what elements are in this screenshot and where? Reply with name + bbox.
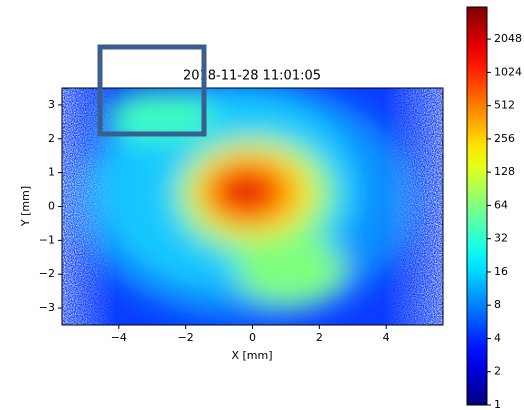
colorbar-tick-label: 1 bbox=[494, 398, 501, 410]
y-tick-label: −1 bbox=[39, 233, 55, 246]
y-tick-label: 0 bbox=[48, 200, 55, 213]
selection-box bbox=[97, 44, 207, 137]
colorbar-tick-label: 2048 bbox=[494, 32, 522, 45]
colorbar-tick-label: 512 bbox=[494, 99, 515, 112]
heatmap-image bbox=[62, 88, 443, 325]
y-tick-label: −2 bbox=[39, 267, 55, 280]
colorbar-tick-label: 1024 bbox=[494, 65, 522, 78]
x-tick-label: −4 bbox=[111, 331, 127, 344]
colorbar-tick-label: 16 bbox=[494, 265, 508, 278]
x-tick-label: 2 bbox=[316, 331, 323, 344]
colorbar-tick-label: 128 bbox=[494, 165, 515, 178]
colorbar-tick-label: 4 bbox=[494, 331, 501, 344]
chart-title: 2018-11-28 11:01:05 bbox=[183, 69, 321, 84]
x-tick-label: 4 bbox=[383, 331, 390, 344]
x-tick-label: −2 bbox=[178, 331, 194, 344]
x-axis-label: X [mm] bbox=[231, 349, 272, 362]
y-tick-label: 3 bbox=[48, 98, 55, 111]
colorbar-tick-label: 32 bbox=[494, 232, 508, 245]
colorbar-tick-label: 8 bbox=[494, 298, 501, 311]
colorbar-tick-label: 256 bbox=[494, 132, 515, 145]
colorbar bbox=[466, 6, 488, 406]
colorbar-tick-label: 2 bbox=[494, 365, 501, 378]
colorbar-tick-label: 64 bbox=[494, 198, 508, 211]
y-axis-label: Y [mm] bbox=[19, 186, 32, 227]
x-tick-label: 0 bbox=[249, 331, 256, 344]
y-tick-label: 2 bbox=[48, 132, 55, 145]
y-tick-label: 1 bbox=[48, 166, 55, 179]
y-tick-label: −3 bbox=[39, 301, 55, 314]
